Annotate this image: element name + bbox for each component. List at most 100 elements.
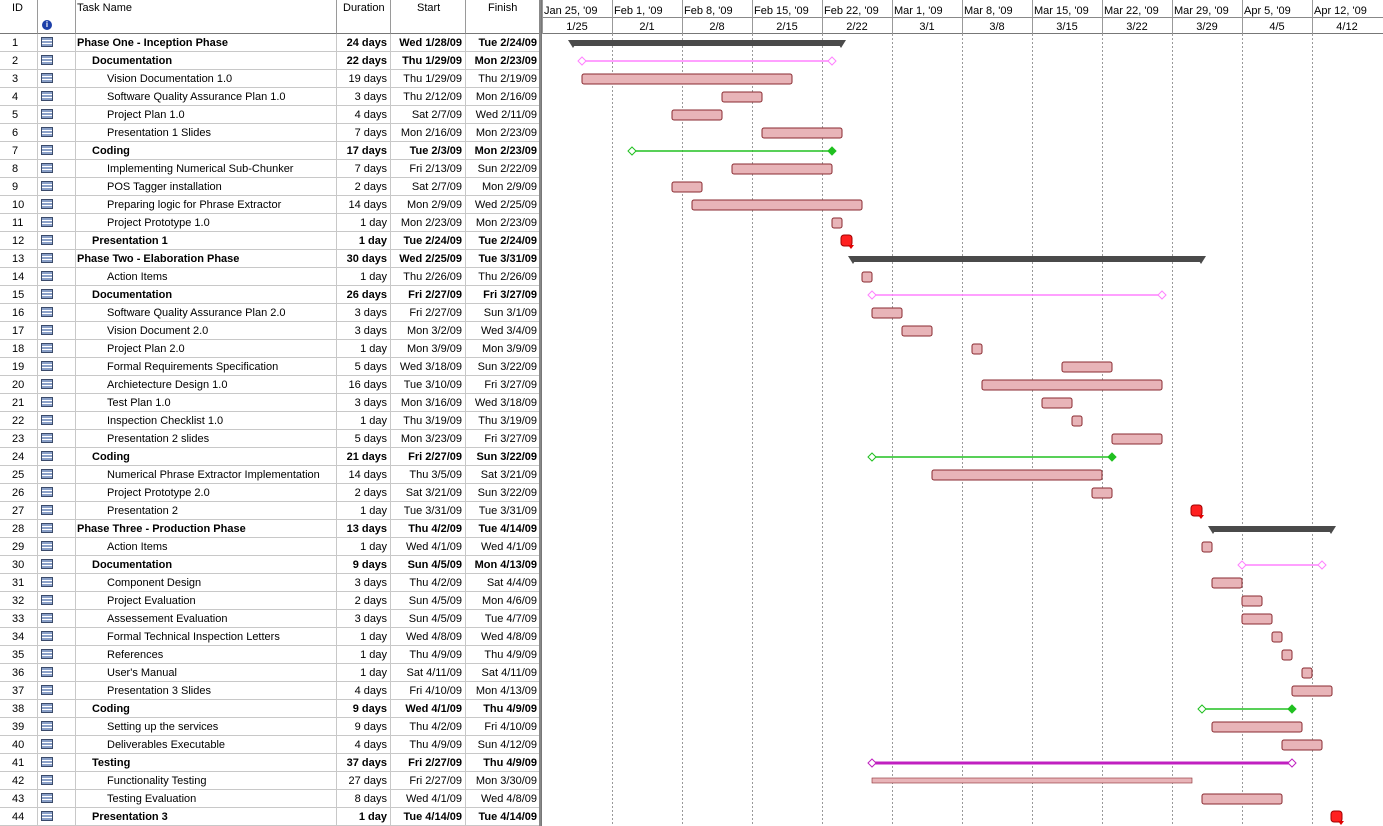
task-indicator-cell[interactable] (38, 502, 76, 520)
task-indicator-cell[interactable] (38, 394, 76, 412)
task-indicator-cell[interactable] (38, 556, 76, 574)
task-duration-cell[interactable]: 9 days (337, 700, 391, 718)
progress-bar[interactable] (871, 777, 1193, 784)
task-bar[interactable] (861, 271, 873, 283)
task-finish-cell[interactable]: Mon 2/9/09 (466, 178, 541, 196)
task-row[interactable]: 4 Software Quality Assurance Plan 1.0 3 da… (0, 88, 541, 106)
task-row[interactable]: 2 Documentation 22 days Thu 1/29/09 Mon 2/23… (0, 52, 541, 70)
task-duration-cell[interactable]: 5 days (337, 430, 391, 448)
task-duration-cell[interactable]: 7 days (337, 124, 391, 142)
task-start-cell[interactable]: Thu 1/29/09 (391, 70, 466, 88)
task-start-cell[interactable]: Fri 2/27/09 (391, 304, 466, 322)
task-start-cell[interactable]: Sun 4/5/09 (391, 556, 466, 574)
task-row[interactable]: 17 Vision Document 2.0 3 days Mon 3/2/09 Wed… (0, 322, 541, 340)
task-id-cell[interactable]: 30 (0, 556, 38, 574)
task-name-cell[interactable]: Presentation 1 Slides (76, 124, 337, 142)
task-row[interactable]: 20 Archietecture Design 1.0 16 days Tue 3/1… (0, 376, 541, 394)
pane-divider[interactable] (539, 0, 541, 826)
task-duration-cell[interactable]: 3 days (337, 394, 391, 412)
task-bar[interactable] (721, 91, 763, 103)
task-id-cell[interactable]: 10 (0, 196, 38, 214)
task-name-cell[interactable]: Deliverables Executable (76, 736, 337, 754)
task-start-cell[interactable]: Wed 4/1/09 (391, 700, 466, 718)
task-bar[interactable] (1201, 793, 1283, 805)
task-name-cell[interactable]: References (76, 646, 337, 664)
task-start-cell[interactable]: Thu 4/9/09 (391, 646, 466, 664)
task-indicator-cell[interactable] (38, 376, 76, 394)
task-finish-cell[interactable]: Fri 3/27/09 (466, 286, 541, 304)
task-id-cell[interactable]: 13 (0, 250, 38, 268)
task-name-cell[interactable]: Documentation (76, 286, 337, 304)
task-start-cell[interactable]: Fri 2/27/09 (391, 448, 466, 466)
task-finish-cell[interactable]: Thu 2/19/09 (466, 70, 541, 88)
task-finish-cell[interactable]: Wed 3/4/09 (466, 322, 541, 340)
task-indicator-cell[interactable] (38, 214, 76, 232)
task-start-cell[interactable]: Thu 3/19/09 (391, 412, 466, 430)
task-finish-cell[interactable]: Thu 4/9/09 (466, 754, 541, 772)
task-indicator-cell[interactable] (38, 430, 76, 448)
task-indicator-cell[interactable] (38, 574, 76, 592)
task-name-cell[interactable]: Software Quality Assurance Plan 2.0 (76, 304, 337, 322)
task-start-cell[interactable]: Mon 2/23/09 (391, 214, 466, 232)
task-id-cell[interactable]: 2 (0, 52, 38, 70)
task-name-cell[interactable]: Documentation (76, 556, 337, 574)
phase-summary-bar[interactable] (572, 40, 842, 46)
task-finish-cell[interactable]: Mon 4/6/09 (466, 592, 541, 610)
task-start-cell[interactable]: Thu 2/12/09 (391, 88, 466, 106)
task-id-cell[interactable]: 18 (0, 340, 38, 358)
task-indicator-cell[interactable] (38, 232, 76, 250)
task-row[interactable]: 37 Presentation 3 Slides 4 days Fri 4/10/09… (0, 682, 541, 700)
task-name-cell[interactable]: Action Items (76, 268, 337, 286)
column-header-id[interactable]: ID (0, 0, 38, 34)
task-id-cell[interactable]: 29 (0, 538, 38, 556)
task-bar[interactable] (1241, 613, 1273, 625)
task-start-cell[interactable]: Wed 4/8/09 (391, 628, 466, 646)
task-finish-cell[interactable]: Tue 2/24/09 (466, 34, 541, 52)
task-id-cell[interactable]: 12 (0, 232, 38, 250)
task-id-cell[interactable]: 21 (0, 394, 38, 412)
task-finish-cell[interactable]: Thu 4/9/09 (466, 646, 541, 664)
task-duration-cell[interactable]: 19 days (337, 70, 391, 88)
task-name-cell[interactable]: Project Evaluation (76, 592, 337, 610)
task-finish-cell[interactable]: Mon 3/9/09 (466, 340, 541, 358)
task-name-cell[interactable]: Vision Document 2.0 (76, 322, 337, 340)
task-start-cell[interactable]: Fri 4/10/09 (391, 682, 466, 700)
task-bar[interactable] (1091, 487, 1113, 499)
task-id-cell[interactable]: 35 (0, 646, 38, 664)
task-finish-cell[interactable]: Sun 3/22/09 (466, 448, 541, 466)
task-start-cell[interactable]: Mon 3/2/09 (391, 322, 466, 340)
task-bar[interactable] (691, 199, 863, 211)
task-row[interactable]: 18 Project Plan 2.0 1 day Mon 3/9/09 Mon 3/9… (0, 340, 541, 358)
task-id-cell[interactable]: 41 (0, 754, 38, 772)
task-finish-cell[interactable]: Wed 3/18/09 (466, 394, 541, 412)
task-name-cell[interactable]: Phase Two - Elaboration Phase (76, 250, 337, 268)
task-row[interactable]: 7 Coding 17 days Tue 2/3/09 Mon 2/23/09 (0, 142, 541, 160)
task-start-cell[interactable]: Wed 3/18/09 (391, 358, 466, 376)
task-bar[interactable] (971, 343, 983, 355)
task-duration-cell[interactable]: 1 day (337, 268, 391, 286)
task-start-cell[interactable]: Tue 2/24/09 (391, 232, 466, 250)
task-name-cell[interactable]: Testing (76, 754, 337, 772)
task-duration-cell[interactable]: 13 days (337, 520, 391, 538)
task-id-cell[interactable]: 8 (0, 160, 38, 178)
task-id-cell[interactable]: 37 (0, 682, 38, 700)
task-indicator-cell[interactable] (38, 178, 76, 196)
column-header-finish[interactable]: Finish (466, 0, 541, 34)
task-start-cell[interactable]: Thu 4/2/09 (391, 574, 466, 592)
task-duration-cell[interactable]: 14 days (337, 466, 391, 484)
task-row[interactable]: 19 Formal Requirements Specification 5 day… (0, 358, 541, 376)
task-row[interactable]: 24 Coding 21 days Fri 2/27/09 Sun 3/22/09 (0, 448, 541, 466)
task-start-cell[interactable]: Thu 4/9/09 (391, 736, 466, 754)
task-duration-cell[interactable]: 1 day (337, 340, 391, 358)
task-bar[interactable] (1271, 631, 1283, 643)
task-duration-cell[interactable]: 2 days (337, 484, 391, 502)
task-finish-cell[interactable]: Tue 2/24/09 (466, 232, 541, 250)
task-name-cell[interactable]: Assessement Evaluation (76, 610, 337, 628)
task-row[interactable]: 43 Testing Evaluation 8 days Wed 4/1/09 Wed … (0, 790, 541, 808)
task-duration-cell[interactable]: 30 days (337, 250, 391, 268)
task-indicator-cell[interactable] (38, 106, 76, 124)
milestone-marker[interactable] (1330, 810, 1343, 823)
task-row[interactable]: 16 Software Quality Assurance Plan 2.0 3 d… (0, 304, 541, 322)
task-id-cell[interactable]: 1 (0, 34, 38, 52)
